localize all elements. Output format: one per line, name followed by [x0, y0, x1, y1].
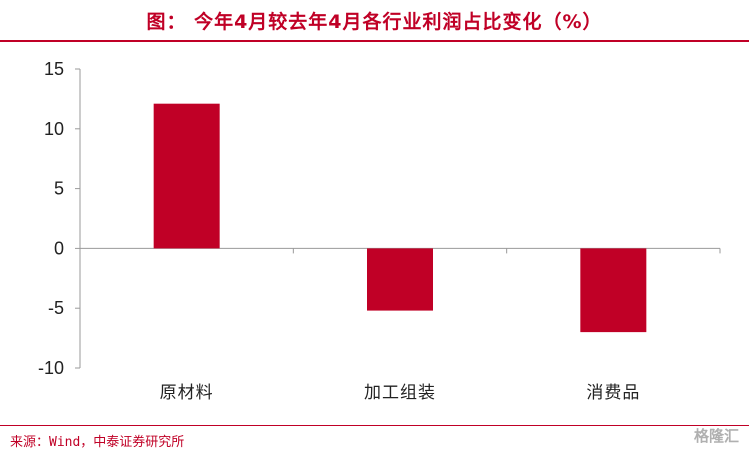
y-tick-label: -10 — [38, 358, 64, 378]
bar — [367, 248, 433, 311]
y-tick-label: 10 — [44, 119, 64, 139]
y-tick-label: 5 — [54, 179, 64, 199]
chart-title: 图： 今年4月较去年4月各行业利润占比变化（%） — [146, 11, 603, 33]
title-bar: 图： 今年4月较去年4月各行业利润占比变化（%） — [0, 0, 749, 42]
source-note: 来源：Wind，中泰证券研究所 — [10, 435, 185, 450]
category-label: 加工组装 — [364, 383, 436, 403]
footer-divider — [0, 425, 749, 426]
y-tick-label: -5 — [48, 298, 64, 318]
watermark-logo: 格隆汇 — [693, 427, 739, 445]
category-label: 消费品 — [586, 383, 640, 403]
y-tick-label: 15 — [44, 59, 64, 79]
bar — [580, 248, 647, 333]
category-label: 原材料 — [160, 383, 214, 403]
bar — [153, 103, 220, 249]
y-tick-label: 0 — [54, 238, 64, 258]
